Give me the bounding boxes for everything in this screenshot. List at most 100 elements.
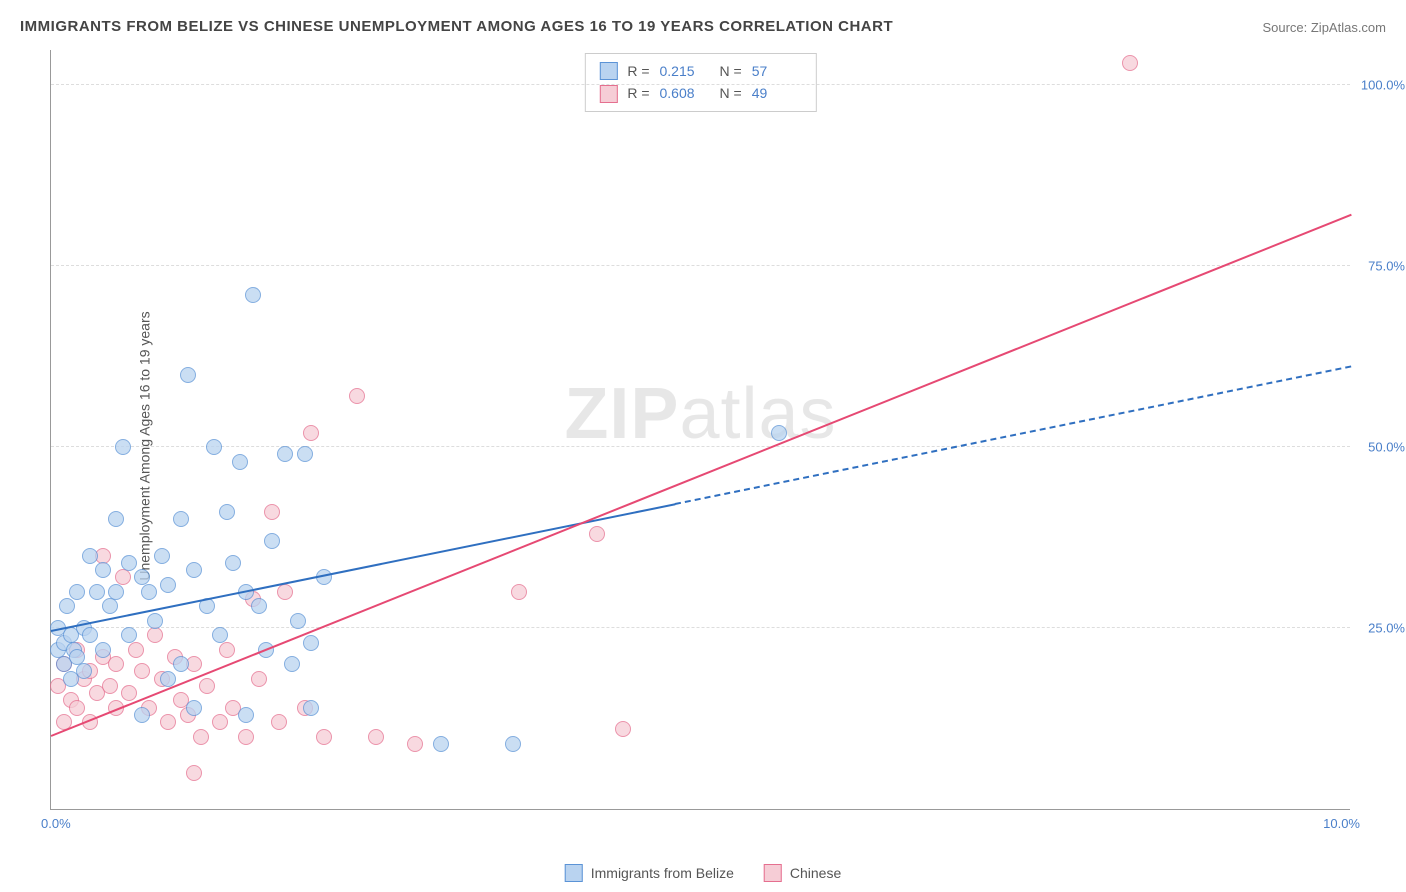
scatter-point-a — [219, 504, 235, 520]
scatter-point-a — [69, 584, 85, 600]
r-value-a: 0.215 — [660, 60, 710, 82]
legend-item-a: Immigrants from Belize — [565, 864, 734, 882]
x-tick-max: 10.0% — [1323, 816, 1360, 831]
chart-title: IMMIGRANTS FROM BELIZE VS CHINESE UNEMPL… — [20, 18, 893, 35]
scatter-point-b — [193, 729, 209, 745]
scatter-point-b — [160, 714, 176, 730]
stats-row-a: R = 0.215 N = 57 — [599, 60, 801, 82]
gridline — [51, 265, 1350, 266]
legend-item-b: Chinese — [764, 864, 841, 882]
r-label-a: R = — [627, 60, 649, 82]
scatter-point-b — [134, 663, 150, 679]
scatter-point-b — [407, 736, 423, 752]
x-tick-min: 0.0% — [41, 816, 71, 831]
r-value-b: 0.608 — [660, 82, 710, 104]
scatter-point-a — [232, 454, 248, 470]
scatter-point-b — [349, 388, 365, 404]
scatter-point-a — [160, 671, 176, 687]
scatter-point-a — [303, 635, 319, 651]
scatter-point-b — [212, 714, 228, 730]
scatter-point-a — [212, 627, 228, 643]
scatter-point-b — [219, 642, 235, 658]
scatter-point-a — [121, 555, 137, 571]
scatter-point-a — [102, 598, 118, 614]
swatch-series-a-legend — [565, 864, 583, 882]
scatter-point-a — [206, 439, 222, 455]
y-tick-label: 25.0% — [1368, 621, 1405, 636]
scatter-point-b — [511, 584, 527, 600]
gridline — [51, 84, 1350, 85]
swatch-series-b — [599, 85, 617, 103]
scatter-point-b — [108, 656, 124, 672]
legend-label-a: Immigrants from Belize — [591, 865, 734, 881]
r-label-b: R = — [627, 82, 649, 104]
scatter-point-a — [186, 700, 202, 716]
scatter-point-b — [128, 642, 144, 658]
scatter-point-a — [108, 584, 124, 600]
y-tick-label: 50.0% — [1368, 440, 1405, 455]
scatter-point-b — [102, 678, 118, 694]
source-label: Source: — [1262, 20, 1310, 35]
scatter-point-a — [160, 577, 176, 593]
n-label-a: N = — [720, 60, 742, 82]
y-tick-label: 100.0% — [1361, 78, 1405, 93]
scatter-point-b — [121, 685, 137, 701]
stats-row-b: R = 0.608 N = 49 — [599, 82, 801, 104]
scatter-point-a — [147, 613, 163, 629]
scatter-point-a — [433, 736, 449, 752]
scatter-point-b — [277, 584, 293, 600]
scatter-point-a — [89, 584, 105, 600]
n-value-a: 57 — [752, 60, 802, 82]
scatter-point-b — [303, 425, 319, 441]
stats-legend-box: R = 0.215 N = 57 R = 0.608 N = 49 — [584, 53, 816, 112]
y-tick-label: 75.0% — [1368, 259, 1405, 274]
scatter-point-b — [186, 765, 202, 781]
scatter-point-b — [264, 504, 280, 520]
scatter-point-a — [180, 367, 196, 383]
scatter-point-a — [134, 707, 150, 723]
n-value-b: 49 — [752, 82, 802, 104]
watermark-bold: ZIP — [564, 374, 679, 454]
scatter-point-a — [264, 533, 280, 549]
scatter-point-a — [108, 511, 124, 527]
scatter-point-a — [251, 598, 267, 614]
scatter-point-a — [225, 555, 241, 571]
scatter-point-a — [771, 425, 787, 441]
scatter-point-a — [284, 656, 300, 672]
swatch-series-a — [599, 62, 617, 80]
scatter-point-a — [95, 642, 111, 658]
scatter-point-a — [245, 287, 261, 303]
legend-bottom: Immigrants from Belize Chinese — [565, 864, 842, 882]
scatter-point-b — [615, 721, 631, 737]
gridline — [51, 627, 1350, 628]
scatter-point-a — [76, 663, 92, 679]
scatter-point-b — [69, 700, 85, 716]
scatter-point-a — [290, 613, 306, 629]
scatter-point-a — [297, 446, 313, 462]
scatter-point-a — [154, 548, 170, 564]
scatter-point-a — [82, 627, 98, 643]
scatter-point-a — [186, 562, 202, 578]
scatter-point-a — [82, 548, 98, 564]
scatter-point-b — [368, 729, 384, 745]
scatter-point-a — [141, 584, 157, 600]
scatter-point-b — [147, 627, 163, 643]
scatter-point-a — [115, 439, 131, 455]
source-attribution: Source: ZipAtlas.com — [1262, 20, 1386, 35]
scatter-point-a — [95, 562, 111, 578]
scatter-point-a — [173, 511, 189, 527]
gridline — [51, 446, 1350, 447]
scatter-point-a — [238, 707, 254, 723]
scatter-point-a — [505, 736, 521, 752]
scatter-point-b — [199, 678, 215, 694]
scatter-point-b — [1122, 55, 1138, 71]
n-label-b: N = — [720, 82, 742, 104]
scatter-point-a — [173, 656, 189, 672]
watermark: ZIPatlas — [564, 373, 836, 455]
swatch-series-b-legend — [764, 864, 782, 882]
legend-label-b: Chinese — [790, 865, 841, 881]
scatter-point-b — [316, 729, 332, 745]
scatter-point-b — [271, 714, 287, 730]
scatter-point-b — [238, 729, 254, 745]
plot-area: ZIPatlas R = 0.215 N = 57 R = 0.608 N = … — [50, 50, 1350, 810]
